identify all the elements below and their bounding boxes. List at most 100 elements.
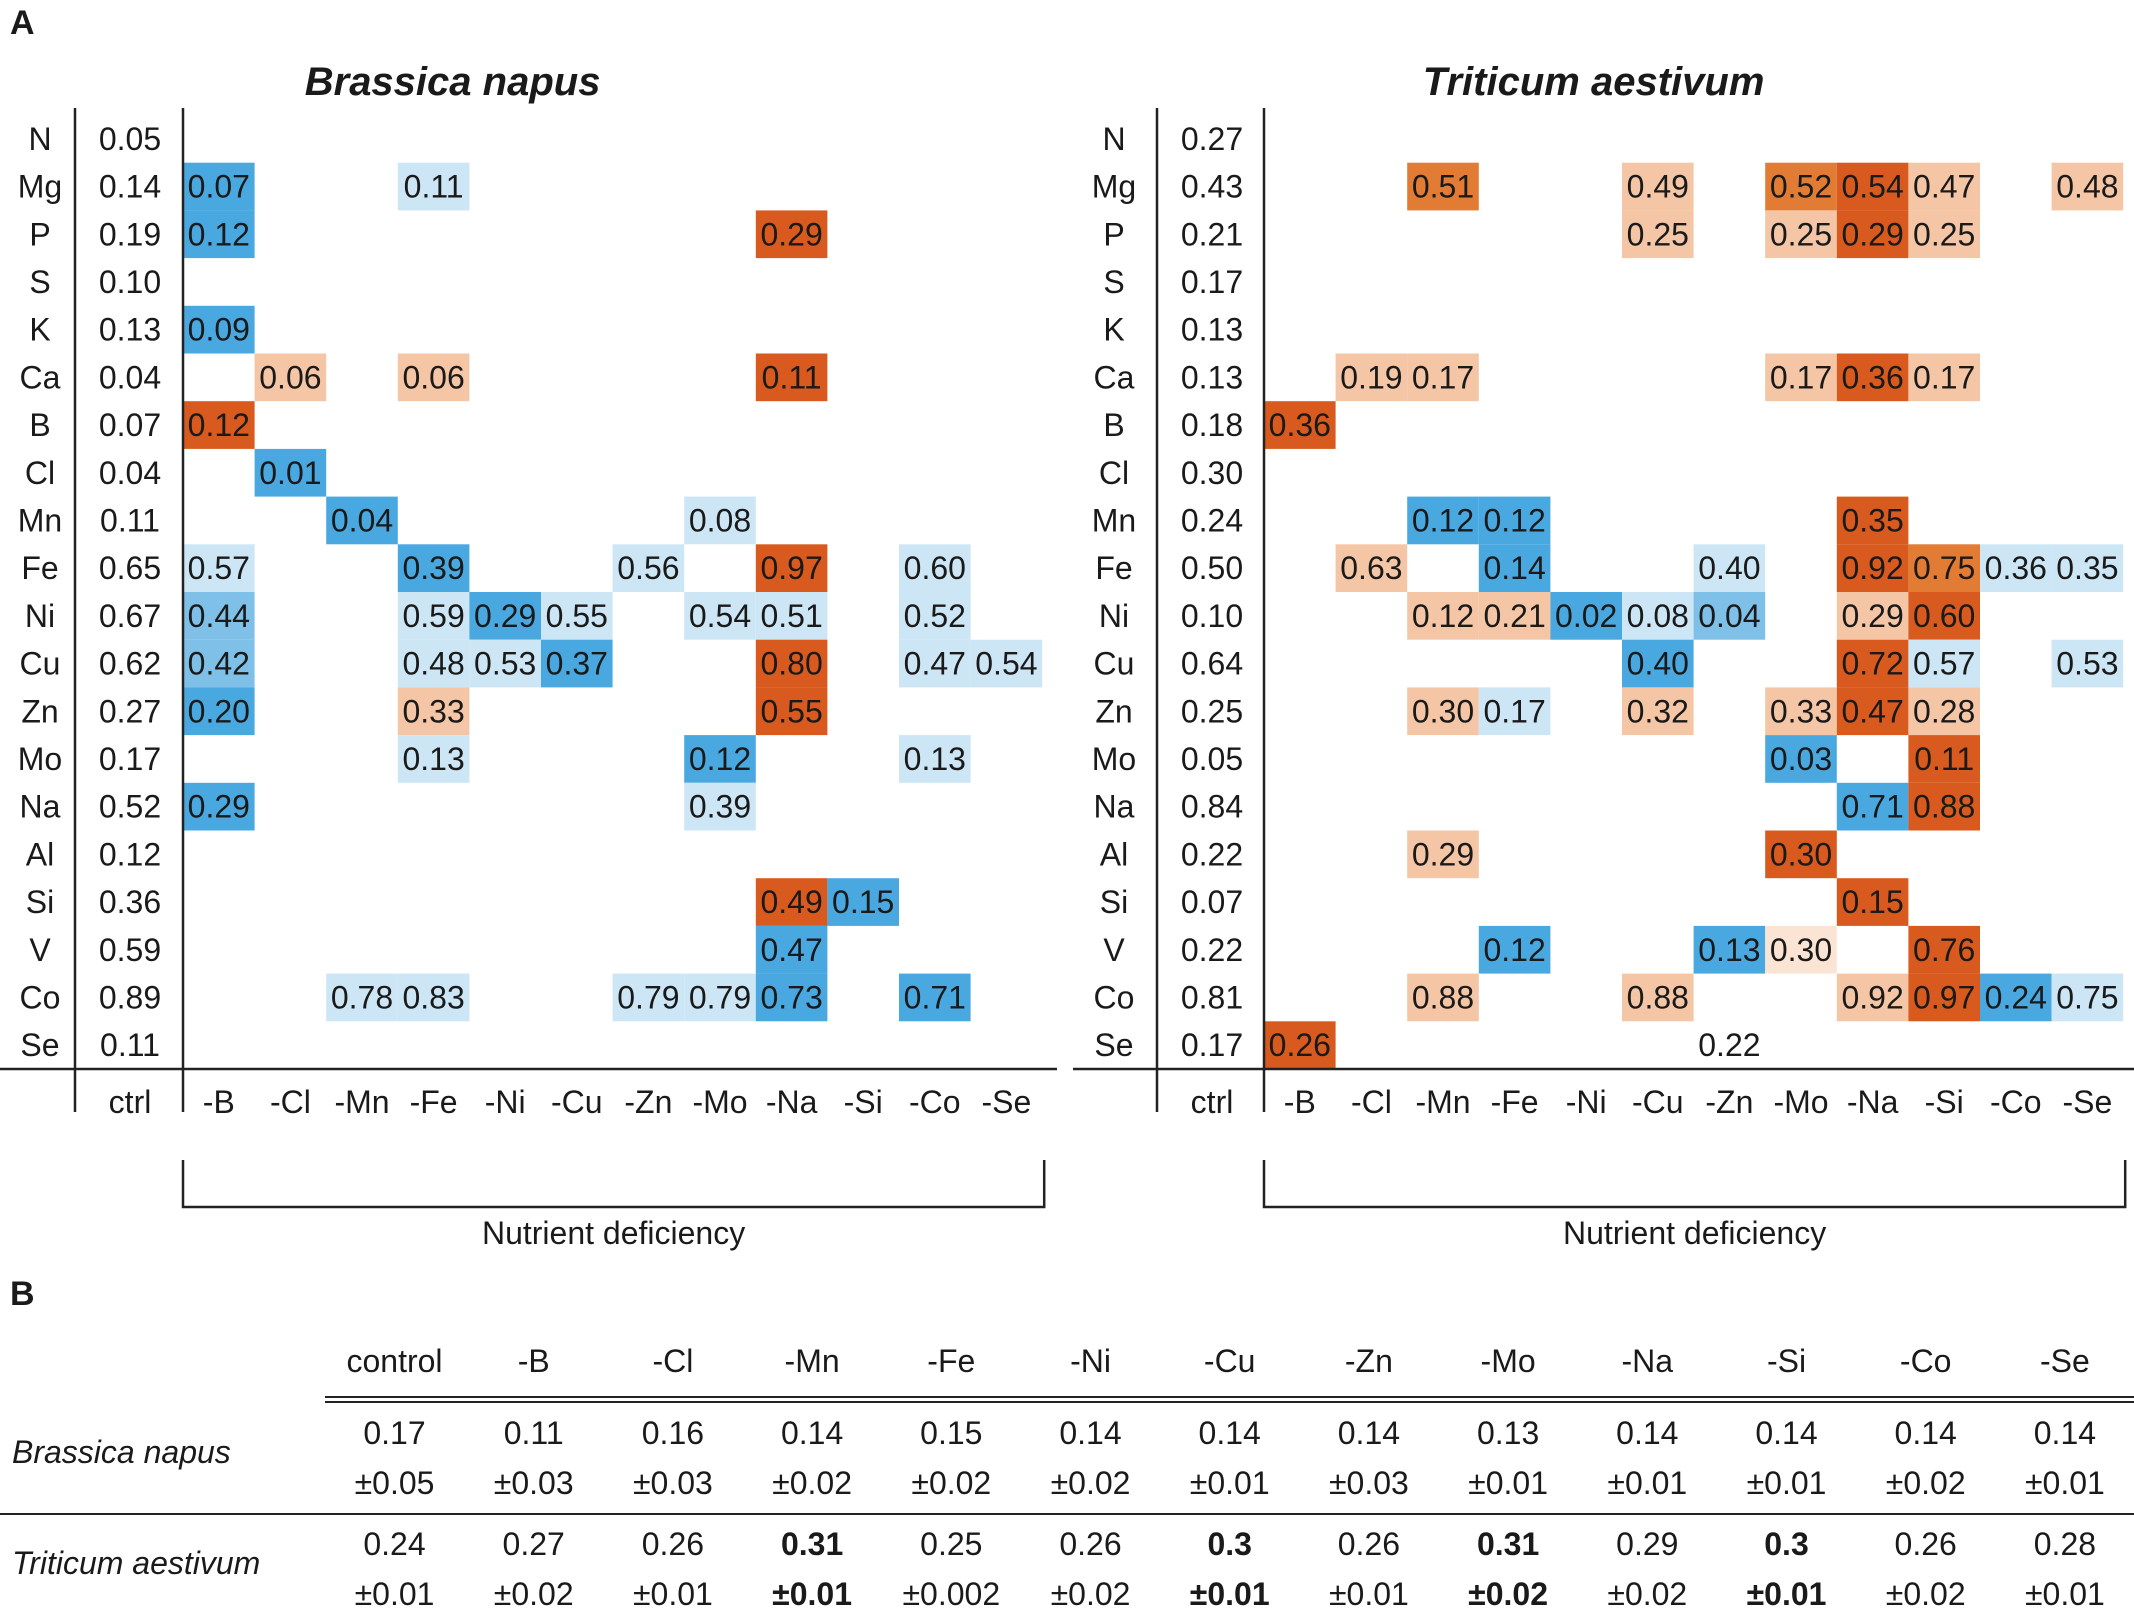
triticum-cell-label-co-mn: 0.88	[1412, 979, 1474, 1015]
triticum-cell-label-p-na: 0.29	[1841, 216, 1903, 252]
brassica-row-label-b: B	[29, 407, 50, 443]
brassica-ctrl-value-cu: 0.62	[99, 646, 161, 682]
triticum-cell-label-al-mo: 0.30	[1770, 836, 1832, 872]
triticum-cell-label-zn-fe: 0.17	[1483, 693, 1545, 729]
triticum-cell-label-ni-cu: 0.08	[1627, 598, 1689, 634]
triticum-col-label-cu: -Cu	[1632, 1084, 1684, 1120]
table-sd-value: ±0.002	[882, 1569, 1021, 1619]
triticum-ctrl-value-cl: 0.30	[1181, 455, 1243, 491]
triticum-cell-label-ni-na: 0.29	[1841, 598, 1903, 634]
table-sd-value: ±0.01	[1995, 1569, 2134, 1619]
triticum-ctrl-value-zn: 0.25	[1181, 693, 1243, 729]
triticum-cell-label-zn-mo: 0.33	[1770, 693, 1832, 729]
triticum-ctrl-value-ni: 0.10	[1181, 598, 1243, 634]
brassica-cell-label-ni-fe: 0.59	[402, 598, 464, 634]
triticum-col-label-ni: -Ni	[1566, 1084, 1607, 1120]
table-sd-value: ±0.02	[1439, 1569, 1578, 1619]
table-sd-value: ±0.01	[1160, 1569, 1299, 1619]
table-mean-value: 0.26	[1021, 1519, 1160, 1569]
brassica-col-label-zn: -Zn	[624, 1084, 672, 1120]
triticum-cell-label-ni-si: 0.60	[1913, 598, 1975, 634]
brassica-cell-label-ca-fe: 0.06	[402, 359, 464, 395]
brassica-cell-label-ni-co: 0.52	[904, 598, 966, 634]
brassica-cell-label-cu-co: 0.47	[904, 646, 966, 682]
triticum-cell-label-ni-zn: 0.04	[1698, 598, 1760, 634]
table-sd-value: ±0.01	[1299, 1569, 1438, 1619]
triticum-cell-label-fe-cl: 0.63	[1340, 550, 1402, 586]
triticum-cell-label-v-zn: 0.13	[1698, 932, 1760, 968]
brassica-cell-label-mo-mo: 0.12	[689, 741, 751, 777]
brassica-row-label-se: Se	[20, 1027, 59, 1063]
table-sd-value: ±0.01	[1717, 1569, 1856, 1619]
brassica-row-label-ca: Ca	[20, 359, 61, 395]
triticum-ctrl-value-mo: 0.05	[1181, 741, 1243, 777]
table-mean-value: 0.11	[464, 1408, 603, 1458]
triticum-cell-label-mg-si: 0.47	[1913, 169, 1975, 205]
triticum-row-label-p: P	[1103, 216, 1124, 252]
brassica-row-label-v: V	[29, 932, 51, 968]
triticum-ctrl-value-na: 0.84	[1181, 789, 1243, 825]
triticum-cell-label-cu-na: 0.72	[1841, 646, 1903, 682]
brassica-cell-label-fe-b: 0.57	[188, 550, 250, 586]
triticum-ctrl-value-p: 0.21	[1181, 216, 1243, 252]
brassica-cell-label-ni-b: 0.44	[188, 598, 250, 634]
table-header-cell: -Se	[1995, 1343, 2134, 1380]
triticum-cell-label-co-co: 0.24	[1985, 979, 2047, 1015]
brassica-cell-label-ca-cl: 0.06	[259, 359, 321, 395]
triticum-cell-label-v-fe: 0.12	[1483, 932, 1545, 968]
triticum-cell-label-ca-na: 0.36	[1841, 359, 1903, 395]
triticum-cell-label-fe-co: 0.36	[1985, 550, 2047, 586]
table-mean-value: 0.13	[1439, 1408, 1578, 1458]
brassica-col-label-ni: -Ni	[485, 1084, 526, 1120]
brassica-col-label-mn: -Mn	[334, 1084, 389, 1120]
table-mean-value: 0.31	[1439, 1519, 1578, 1569]
triticum-col-label-se: -Se	[2063, 1084, 2113, 1120]
triticum-cell-label-ni-ni: 0.02	[1555, 598, 1617, 634]
table-header-cell: -Na	[1578, 1343, 1717, 1380]
brassica-title: Brassica napus	[305, 60, 601, 104]
table-mean-value: 0.14	[1995, 1408, 2134, 1458]
table-header-cell: -Fe	[882, 1343, 1021, 1380]
triticum-col-label-ctrl: ctrl	[1191, 1084, 1234, 1120]
brassica-row-label-p: P	[29, 216, 50, 252]
brassica-cell-label-na-b: 0.29	[188, 789, 250, 825]
triticum-cell-label-mg-na: 0.54	[1841, 169, 1903, 205]
brassica-ctrl-value-mo: 0.17	[99, 741, 161, 777]
triticum-cell-label-p-mo: 0.25	[1770, 216, 1832, 252]
triticum-cell-label-ca-si: 0.17	[1913, 359, 1975, 395]
table-header-cell: -Cu	[1160, 1343, 1299, 1380]
triticum-cell-label-ca-mn: 0.17	[1412, 359, 1474, 395]
brassica-cell-label-cu-ni: 0.53	[474, 646, 536, 682]
brassica-row-label-mg: Mg	[18, 169, 62, 205]
triticum-cell-label-ni-mn: 0.12	[1412, 598, 1474, 634]
brassica-cell-label-co-mn: 0.78	[331, 979, 393, 1015]
brassica-cell-label-cu-se: 0.54	[975, 646, 1037, 682]
triticum-col-label-na: -Na	[1847, 1084, 1899, 1120]
panel-label-b: B	[10, 1275, 35, 1314]
triticum-cell-label-na-si: 0.88	[1913, 789, 1975, 825]
table-sd-value: ±0.02	[1856, 1569, 1995, 1619]
brassica-col-label-co: -Co	[909, 1084, 961, 1120]
triticum-row-label-n: N	[1102, 121, 1125, 157]
brassica-cell-label-ca-na: 0.11	[762, 359, 822, 395]
brassica-cell-label-si-si: 0.15	[832, 884, 894, 920]
triticum-cell-label-mg-mn: 0.51	[1412, 169, 1474, 205]
brassica-col-label-cu: -Cu	[551, 1084, 603, 1120]
brassica-row-label-co: Co	[20, 979, 61, 1015]
table-header-rule-double	[325, 1401, 2134, 1403]
triticum-row-label-cu: Cu	[1094, 646, 1135, 682]
triticum-row-label-fe: Fe	[1095, 550, 1132, 586]
brassica-ctrl-value-b: 0.07	[99, 407, 161, 443]
triticum-cell-label-ca-cl: 0.19	[1340, 359, 1402, 395]
table-header-rule	[325, 1396, 2134, 1398]
brassica-ctrl-value-mn: 0.11	[100, 502, 160, 538]
triticum-col-label-zn: -Zn	[1705, 1084, 1753, 1120]
table-header-cell: -Mn	[743, 1343, 882, 1380]
triticum-row-label-mn: Mn	[1092, 502, 1136, 538]
brassica-cell-label-mn-mn: 0.04	[331, 502, 393, 538]
brassica-cell-label-p-b: 0.12	[188, 216, 250, 252]
brassica-row-label-cu: Cu	[20, 646, 61, 682]
table-sd-value: ±0.02	[464, 1569, 603, 1619]
table-header-cell: -Ni	[1021, 1343, 1160, 1380]
table-sd-value: ±0.02	[1021, 1458, 1160, 1508]
